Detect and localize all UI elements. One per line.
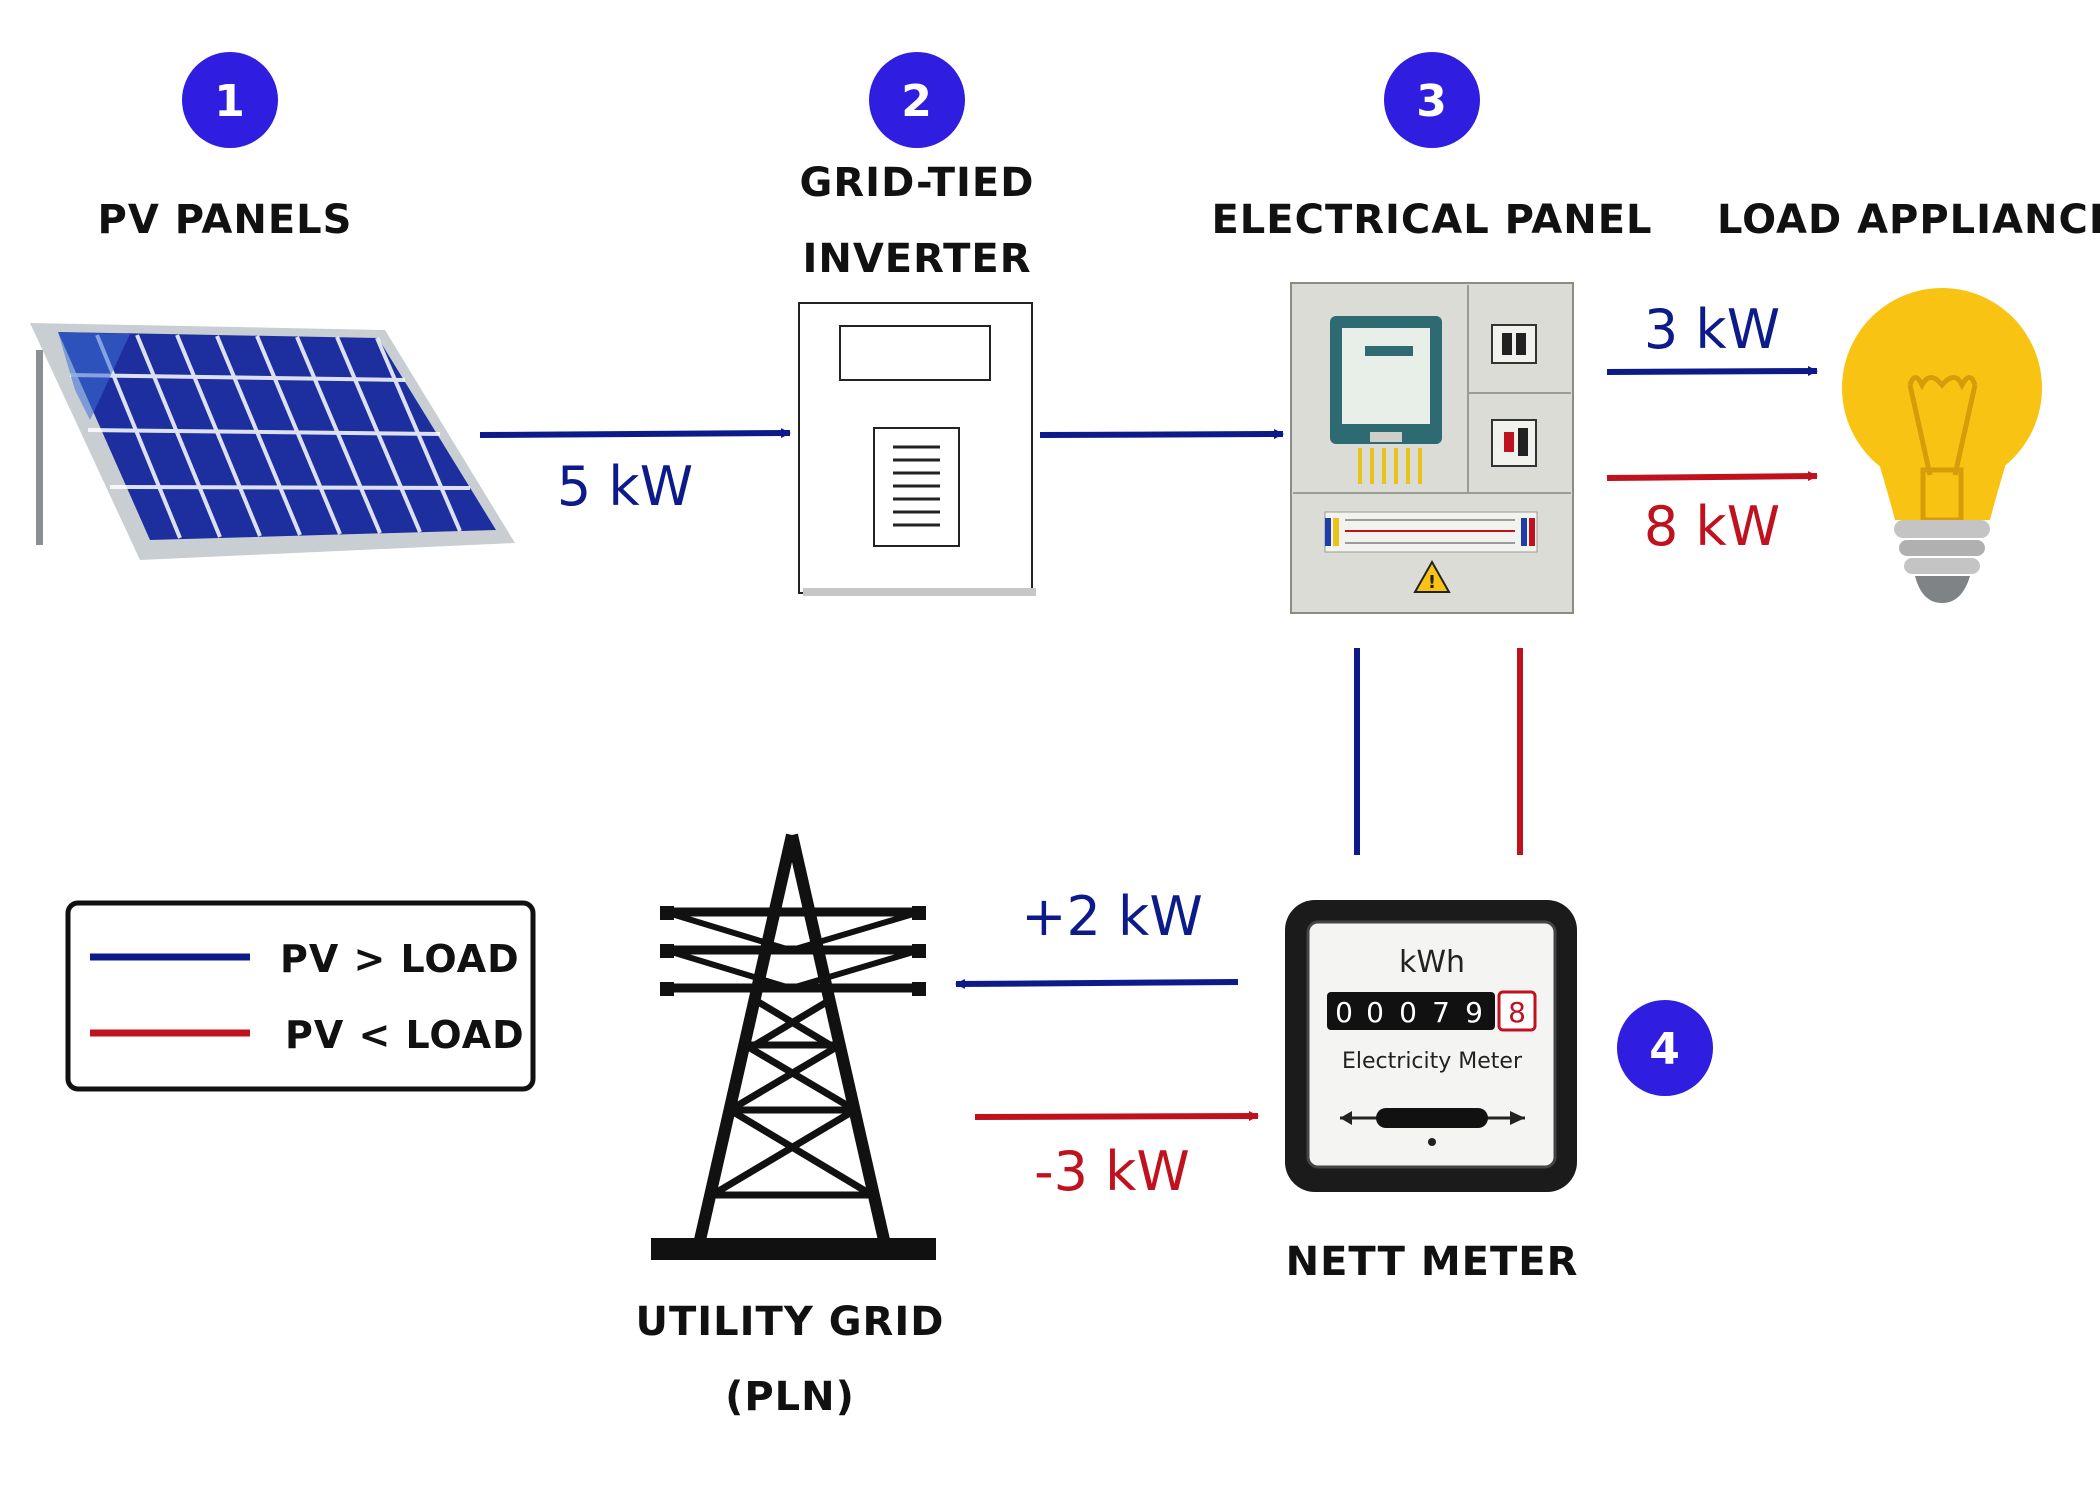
- flow-label-8kw: 8 kW: [1644, 495, 1780, 558]
- inverter-label-line2: INVERTER: [802, 236, 1031, 282]
- step-badge-2: 2: [869, 52, 965, 148]
- legend: PV > LOAD PV < LOAD: [65, 900, 536, 1092]
- inverter-image: [798, 302, 1036, 596]
- arrow-pv-to-inverter: [479, 428, 791, 439]
- meter-last-digit: 8: [1508, 996, 1526, 1029]
- step-number-1: 1: [214, 76, 246, 127]
- flow-label-plus-2kw: +2 kW: [1021, 885, 1202, 948]
- arrow-meter-to-grid: [955, 978, 1239, 989]
- legend-label-surplus: PV > LOAD: [280, 937, 520, 981]
- svg-text:!: !: [1428, 572, 1436, 593]
- meter-digit: 0: [1399, 996, 1417, 1029]
- flow-label-minus-3kw: -3 kW: [1034, 1140, 1190, 1203]
- nett-meter-label: NETT METER: [1286, 1239, 1579, 1285]
- meter-counter: 0 0 0 7 9 8: [1327, 990, 1537, 1032]
- step-number-2: 2: [901, 76, 933, 127]
- step-number-3: 3: [1416, 76, 1448, 127]
- solar-panel-image: [30, 323, 515, 560]
- electrical-panel-label: ELECTRICAL PANEL: [1211, 197, 1652, 243]
- arrow-panel-to-load-surplus: [1606, 366, 1818, 377]
- meter-digit: 9: [1465, 996, 1483, 1029]
- utility-grid-label-line1: UTILITY GRID: [636, 1299, 945, 1345]
- pv-panels-label: PV PANELS: [98, 197, 353, 243]
- legend-label-deficit: PV < LOAD: [285, 1013, 525, 1057]
- step-number-4: 4: [1649, 1024, 1681, 1075]
- load-appliances-label: LOAD APPLIANCES: [1717, 197, 2100, 243]
- inverter-label-line1: GRID-TIED: [800, 160, 1035, 206]
- meter-digit: 0: [1366, 996, 1384, 1029]
- flow-label-5kw: 5 kW: [557, 455, 693, 518]
- step-badge-3: 3: [1384, 52, 1480, 148]
- meter-digit: 0: [1335, 996, 1353, 1029]
- electrical-panel-image: !: [1290, 282, 1574, 614]
- arrow-panel-to-load-deficit: [1606, 471, 1818, 482]
- flow-label-3kw: 3 kW: [1644, 298, 1780, 361]
- utility-grid-label-line2: (PLN): [725, 1374, 855, 1420]
- step-badge-1: 1: [182, 52, 278, 148]
- meter-digit: 7: [1432, 996, 1450, 1029]
- light-bulb-image: [1842, 288, 2042, 603]
- meter-caption: Electricity Meter: [1342, 1049, 1523, 1074]
- step-badge-4: 4: [1617, 1000, 1713, 1096]
- arrow-grid-to-meter: [974, 1111, 1259, 1122]
- meter-unit: kWh: [1399, 945, 1465, 980]
- arrow-inverter-to-panel: [1039, 429, 1284, 440]
- nett-meter-image: kWh 0 0 0 7 9 8 Electricity Meter: [1285, 900, 1577, 1192]
- transmission-tower-image: [651, 833, 936, 1260]
